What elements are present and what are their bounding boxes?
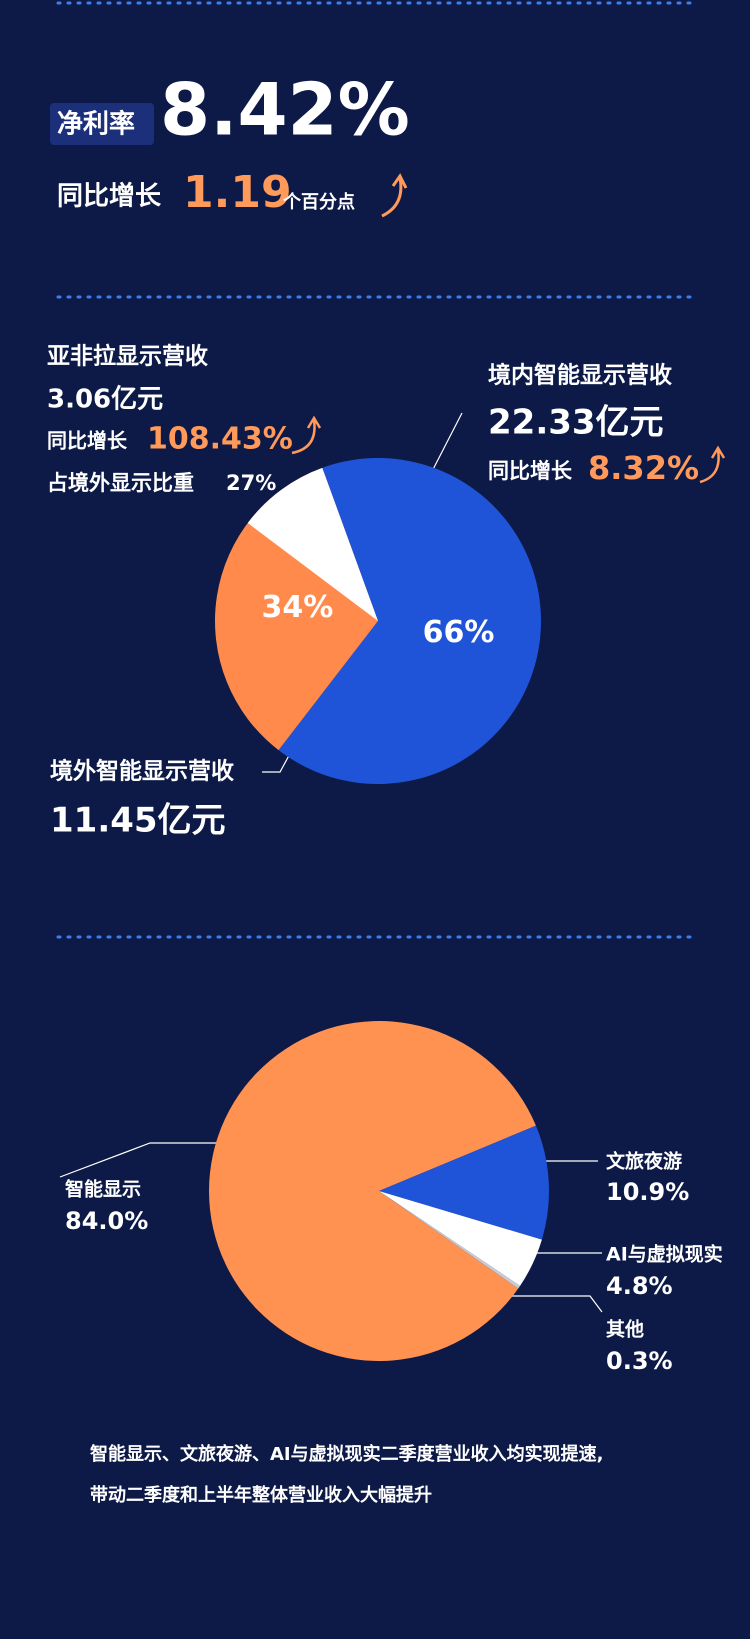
pie-slice: [379, 1191, 542, 1286]
pie-slice: [379, 1125, 549, 1240]
sub-growth: 108.43%: [147, 422, 293, 457]
value-label: 34%: [262, 590, 334, 625]
net-margin-label: 净利率: [57, 109, 135, 140]
category-label: AI与虚拟现实: [606, 1243, 723, 1266]
growth-label: 同比增长: [488, 459, 573, 483]
net-margin-value: 8.42%: [160, 68, 410, 152]
arrow: [291, 415, 322, 455]
category-label: 境内智能显示营收: [488, 362, 672, 389]
share-value: 27%: [226, 471, 276, 495]
pie-slice: [209, 1021, 536, 1361]
category-label: 境外智能显示营收: [50, 758, 234, 785]
pie-slice: [278, 457, 541, 784]
arrow: [381, 173, 408, 218]
category-label: 文旅夜游: [606, 1150, 682, 1173]
value-label: 0.3%: [606, 1347, 673, 1375]
share-label: 占境外显示比重: [47, 471, 194, 495]
growth-label: 同比增长: [57, 181, 162, 212]
pie-slice: [379, 1191, 521, 1289]
amount: 11.45亿元: [50, 801, 226, 841]
category-label: 智能显示: [65, 1178, 141, 1201]
arrow: [699, 445, 726, 484]
value-label: 10.9%: [606, 1178, 689, 1206]
growth-value: 1.19: [183, 167, 292, 218]
label-bg: [50, 103, 154, 145]
growth-unit: 个百分点: [282, 191, 355, 213]
sub-amount: 3.06亿元: [47, 385, 163, 415]
sub-label: 亚非拉显示营收: [47, 343, 208, 370]
amount: 22.33亿元: [488, 403, 664, 443]
leader-line: [512, 1295, 603, 1313]
footer-line: 智能显示、文旅夜游、AI与虚拟现实二季度营业收入均实现提速,: [90, 1443, 603, 1465]
value-label: 84.0%: [65, 1207, 148, 1235]
sub-slice: [247, 467, 378, 621]
category-label: 其他: [606, 1318, 644, 1341]
value-label: 66%: [423, 615, 495, 650]
sub-growth-label: 同比增长: [47, 429, 128, 453]
charts: 66% 34% 智能显示 84.0% 文旅夜游 10.9% AI与虚拟现实 4.8% 其他 0.3…: [65, 457, 723, 1375]
footer-line: 带动二季度和上半年整体营业收入大幅提升: [90, 1484, 432, 1506]
growth: 8.32%: [588, 449, 699, 487]
leader-line: [59, 1142, 246, 1178]
value-label: 4.8%: [606, 1272, 673, 1300]
